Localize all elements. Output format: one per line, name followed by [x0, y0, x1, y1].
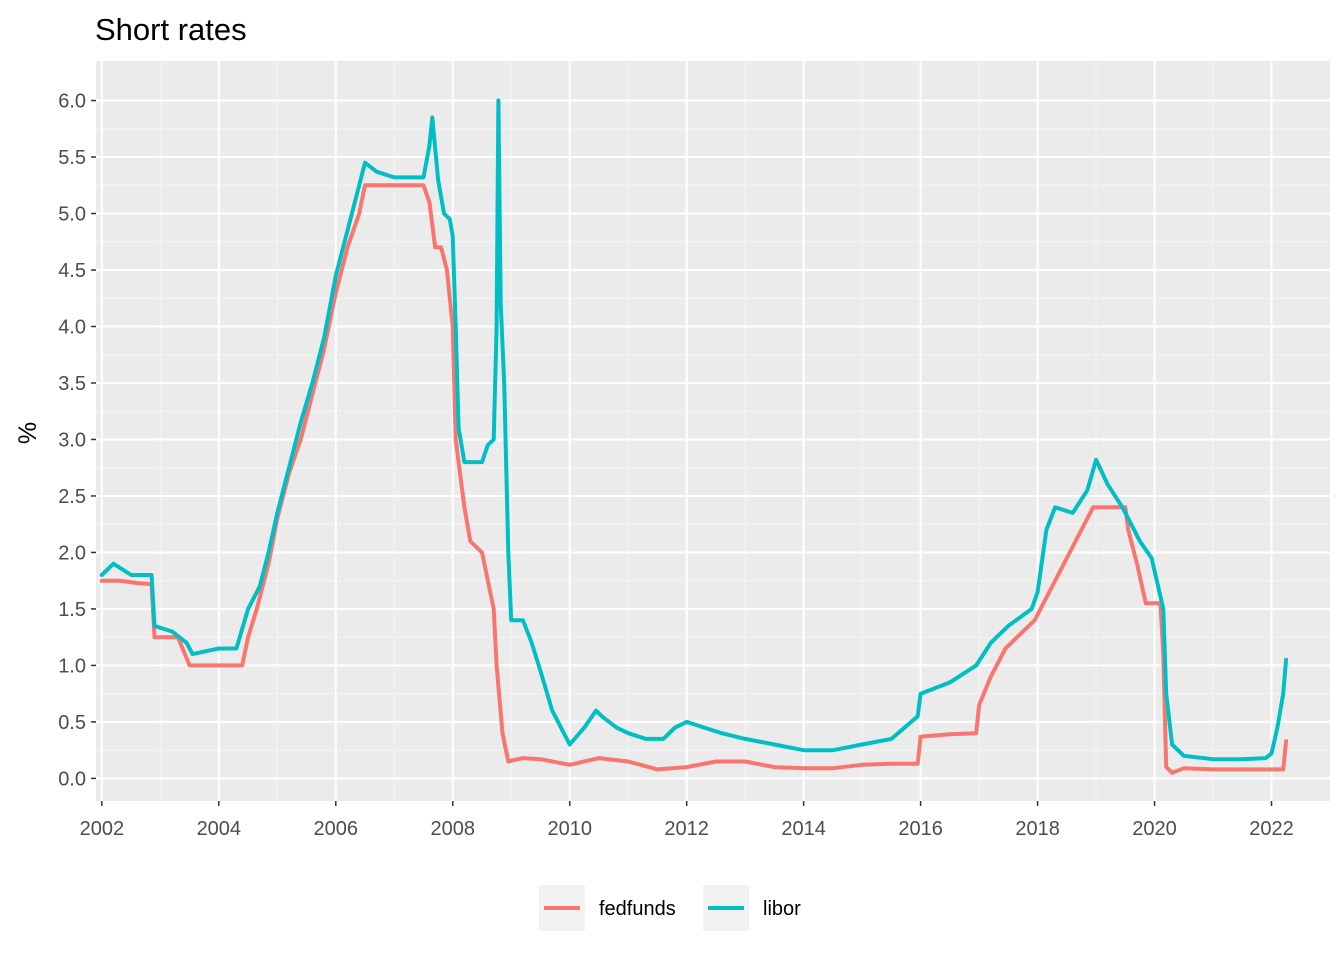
y-axis-label: % — [14, 422, 42, 444]
x-tick-label: 2004 — [197, 818, 242, 840]
y-tick-label: 5.5 — [58, 147, 86, 169]
y-tick-label: 1.0 — [58, 655, 86, 677]
series-line-libor — [99, 98, 1289, 762]
legend-label-fedfunds: fedfunds — [599, 898, 676, 920]
y-tick-label: 3.0 — [58, 429, 86, 451]
legend-label-libor: libor — [763, 898, 801, 920]
y-tick-label: 0.0 — [58, 768, 86, 790]
x-tick-label: 2006 — [314, 818, 359, 840]
y-tick-label: 2.0 — [58, 542, 86, 564]
x-tick-label: 2022 — [1249, 818, 1294, 840]
x-tick-label: 2012 — [664, 818, 709, 840]
y-tick-label: 4.0 — [58, 316, 86, 338]
x-tick-label: 2020 — [1132, 818, 1177, 840]
x-tick-label: 2008 — [430, 818, 475, 840]
series-layer — [99, 98, 1289, 775]
axis-layer: 0.0 0.5 1.0 1.5 2.0 2.5 3.0 3.5 4.0 4.5 5.0 5.5 6.0 2… — [58, 91, 1294, 840]
y-tick-label: 1.5 — [58, 599, 86, 621]
y-tick-label: 3.5 — [58, 373, 86, 395]
y-tick-label: 2.5 — [58, 486, 86, 508]
plot-panel — [96, 61, 1330, 801]
x-tick-label: 2002 — [80, 818, 125, 840]
y-tick-label: 0.5 — [58, 712, 86, 734]
y-tick-label: 6.0 — [58, 91, 86, 113]
x-tick-label: 2018 — [1015, 818, 1060, 840]
legend: fedfunds libor — [539, 885, 801, 931]
y-tick-label: 5.0 — [58, 204, 86, 226]
x-tick-label: 2010 — [547, 818, 592, 840]
grid-layer — [96, 61, 1330, 801]
y-tick-label: 4.5 — [58, 260, 86, 282]
x-tick-label: 2016 — [898, 818, 943, 840]
chart-title: Short rates — [95, 12, 247, 47]
x-tick-label: 2014 — [781, 818, 826, 840]
